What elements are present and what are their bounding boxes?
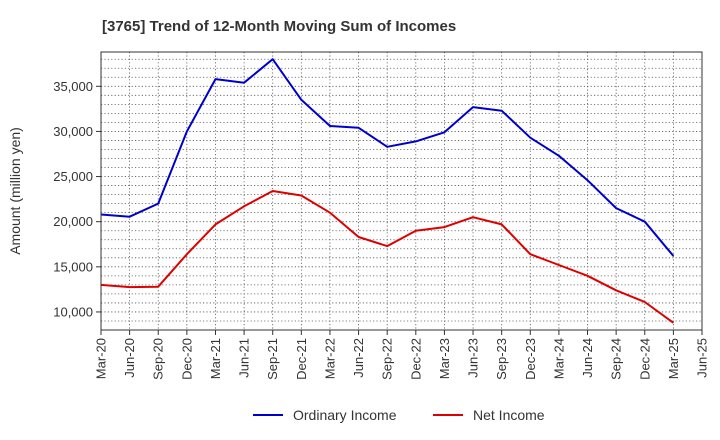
y-tick-label: 20,000 (53, 214, 93, 229)
x-tick-label: Dec-22 (408, 338, 423, 380)
x-tick-label: Dec-20 (179, 338, 194, 380)
x-tick-label: Mar-20 (94, 338, 109, 379)
x-tick-label: Sep-23 (494, 338, 509, 380)
y-axis-ticks: 10,000 15,000 20,000 25,000 30,000 35,000 (53, 79, 101, 319)
x-tick-label: Jun-20 (122, 338, 137, 378)
x-tick-label: Jun-24 (580, 338, 595, 378)
x-tick-label: Mar-21 (208, 338, 223, 379)
legend-label-net-income: Net Income (473, 407, 545, 423)
x-axis-ticks: Mar-20 Jun-20 Sep-20 Dec-20 Mar-21 Jun-21 Sep-… (94, 330, 710, 380)
legend-label-ordinary-income: Ordinary Income (293, 407, 397, 423)
y-tick-label: 10,000 (53, 304, 93, 319)
x-tick-label: Sep-20 (151, 338, 166, 380)
x-tick-label: Sep-21 (265, 338, 280, 380)
x-tick-label: Dec-21 (294, 338, 309, 380)
x-tick-label: Jun-25 (695, 338, 710, 378)
y-tick-label: 35,000 (53, 79, 93, 94)
x-tick-label: Mar-22 (322, 338, 337, 379)
plot-area-frame (100, 51, 703, 331)
chart-title: [3765] Trend of 12-Month Moving Sum of I… (102, 18, 456, 35)
x-tick-label: Dec-23 (523, 338, 538, 380)
series-lines (100, 58, 675, 324)
x-tick-label: Jun-23 (466, 338, 481, 378)
x-tick-label: Jun-21 (237, 338, 252, 378)
ordinary-income-line (100, 58, 675, 257)
x-tick-label: Jun-22 (351, 338, 366, 378)
net-income-line (100, 190, 674, 324)
y-tick-label: 30,000 (53, 124, 93, 139)
x-tick-label: Sep-22 (380, 338, 395, 380)
legend: Ordinary Income Net Income (253, 407, 545, 423)
x-tick-label: Mar-24 (551, 338, 566, 379)
y-axis-label: Amount (million yen) (7, 127, 23, 255)
grid (101, 52, 702, 330)
x-tick-label: Sep-24 (609, 338, 624, 380)
x-tick-label: Mar-23 (437, 338, 452, 379)
y-tick-label: 25,000 (53, 169, 93, 184)
x-tick-label: Dec-24 (637, 338, 652, 380)
x-tick-label: Mar-25 (666, 338, 681, 379)
y-tick-label: 15,000 (53, 259, 93, 274)
